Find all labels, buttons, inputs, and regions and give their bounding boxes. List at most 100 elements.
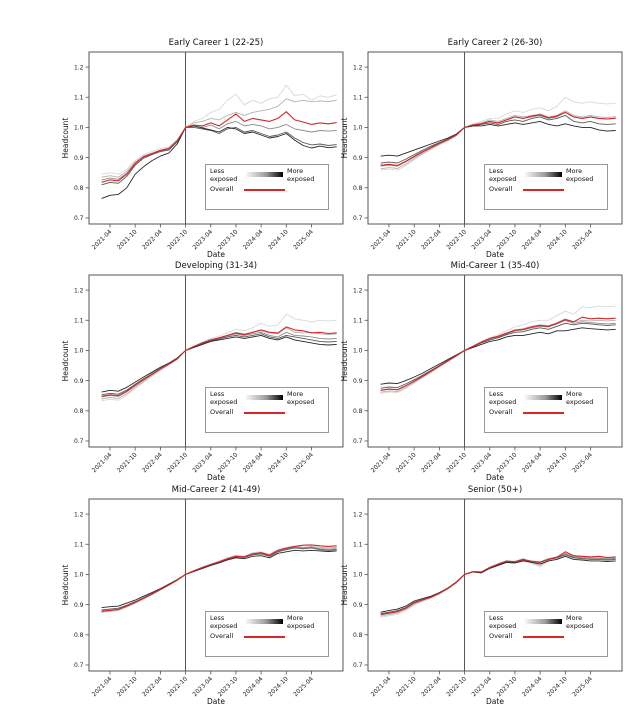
- y-axis-label: Headcount: [61, 340, 70, 382]
- y-tick-label: 0.7: [74, 438, 84, 445]
- x-tick-label: 2024-04: [521, 675, 544, 698]
- legend: Less exposed More exposed Overall: [484, 164, 608, 210]
- y-tick-label: 0.9: [353, 155, 363, 162]
- exposure-gradient-swatch: [246, 619, 283, 624]
- overall-line-swatch: [522, 189, 565, 191]
- exposure-gradient-swatch: [246, 172, 283, 177]
- subplot-title-developing: Developing (31-34): [174, 261, 258, 271]
- x-tick-label: 2022-10: [166, 675, 189, 698]
- x-tick-label: 2024-10: [267, 675, 290, 698]
- x-tick-label: 2023-04: [470, 451, 493, 474]
- series-line-overall: [101, 326, 337, 397]
- x-tick-label: 2024-04: [242, 675, 265, 698]
- axes-frame: [367, 274, 623, 448]
- x-tick-label: 2021-10: [116, 228, 139, 251]
- overall-line-swatch: [243, 636, 286, 638]
- x-tick-label: 2023-10: [217, 675, 240, 698]
- x-tick-label: 2021-10: [395, 228, 418, 251]
- x-tick-label: 2022-10: [166, 228, 189, 251]
- x-tick-label: 2023-04: [191, 228, 214, 251]
- legend-exposure-row: Less exposed More exposed: [485, 388, 607, 406]
- x-tick-label: 2024-10: [267, 228, 290, 251]
- legend-less-exposed-label: Less exposed: [210, 167, 238, 183]
- legend-overall-label: Overall: [210, 185, 234, 193]
- legend-exposure-row: Less exposed More exposed: [206, 612, 328, 630]
- y-tick-label: 1.0: [353, 572, 363, 579]
- legend: Less exposed More exposed Overall: [205, 611, 329, 657]
- x-tick-label: 2022-04: [420, 675, 443, 698]
- y-tick-label: 1.2: [353, 64, 363, 71]
- legend-overall-row: Overall: [485, 183, 607, 194]
- y-axis-label: Headcount: [340, 340, 349, 382]
- series-line-exposure-q5-most: [101, 125, 337, 199]
- x-tick-label: 2023-04: [470, 675, 493, 698]
- x-tick-label: 2022-10: [445, 451, 468, 474]
- axes-frame: [88, 51, 344, 225]
- legend: Less exposed More exposed Overall: [205, 387, 329, 433]
- overall-line-swatch: [243, 189, 286, 191]
- x-axis-label: Date: [486, 697, 504, 706]
- y-tick-label: 0.9: [74, 378, 84, 385]
- legend-less-exposed-label: Less exposed: [489, 167, 517, 183]
- series-line-exposure-q2: [101, 98, 337, 178]
- y-tick-label: 0.8: [353, 185, 363, 192]
- y-tick-label: 0.7: [74, 215, 84, 222]
- y-tick-label: 1.0: [74, 125, 84, 132]
- legend-overall-label: Overall: [489, 185, 513, 193]
- x-tick-label: 2021-10: [395, 451, 418, 474]
- x-tick-label: 2021-04: [91, 451, 114, 474]
- y-tick-label: 0.9: [74, 155, 84, 162]
- exposure-gradient-swatch: [525, 619, 562, 624]
- overall-line-swatch: [522, 636, 565, 638]
- y-tick-label: 0.8: [353, 632, 363, 639]
- y-tick-label: 1.0: [353, 348, 363, 355]
- x-tick-label: 2023-10: [496, 451, 519, 474]
- legend-more-exposed-label: More exposed: [566, 390, 594, 406]
- legend-overall-label: Overall: [210, 408, 234, 416]
- y-tick-label: 0.9: [353, 378, 363, 385]
- x-axis-label: Date: [486, 250, 504, 259]
- y-tick-label: 1.1: [74, 94, 84, 101]
- axes-frame: [88, 274, 344, 448]
- x-axis-label: Date: [207, 250, 225, 259]
- x-tick-label: 2023-10: [496, 228, 519, 251]
- y-tick-label: 0.8: [353, 408, 363, 415]
- x-tick-label: 2024-04: [242, 228, 265, 251]
- series-line-exposure-q5-most: [380, 327, 616, 385]
- legend-overall-row: Overall: [485, 406, 607, 417]
- y-tick-label: 0.9: [74, 602, 84, 609]
- legend-exposure-row: Less exposed More exposed: [485, 612, 607, 630]
- y-tick-label: 1.0: [74, 348, 84, 355]
- x-tick-label: 2021-04: [91, 675, 114, 698]
- x-tick-label: 2025-04: [292, 675, 315, 698]
- x-tick-label: 2024-04: [521, 228, 544, 251]
- series-line-overall: [380, 111, 616, 167]
- y-tick-label: 1.1: [353, 541, 363, 548]
- x-tick-label: 2021-10: [395, 675, 418, 698]
- x-tick-label: 2025-04: [571, 228, 594, 251]
- x-tick-label: 2023-10: [496, 675, 519, 698]
- x-tick-label: 2021-10: [116, 451, 139, 474]
- subplot-title-early-career-1: Early Career 1 (22-25): [168, 38, 264, 48]
- subplot-title-senior: Senior (50+): [467, 485, 523, 495]
- series-line-overall: [380, 551, 616, 615]
- x-tick-label: 2022-04: [141, 675, 164, 698]
- legend-more-exposed-label: More exposed: [566, 614, 594, 630]
- y-tick-label: 0.7: [353, 662, 363, 669]
- legend-overall-row: Overall: [206, 183, 328, 194]
- x-axis-label: Date: [207, 473, 225, 482]
- y-axis-label: Headcount: [340, 117, 349, 159]
- y-tick-label: 0.8: [74, 185, 84, 192]
- series-line-exposure-q5-most: [101, 334, 337, 393]
- legend-overall-row: Overall: [206, 630, 328, 641]
- x-tick-label: 2025-04: [571, 451, 594, 474]
- legend: Less exposed More exposed Overall: [484, 611, 608, 657]
- axes-frame: [367, 51, 623, 225]
- series-line-exposure-q5-most: [380, 120, 616, 157]
- y-tick-label: 0.7: [353, 215, 363, 222]
- y-tick-label: 1.1: [353, 317, 363, 324]
- series-line-exposure-q1-least: [101, 545, 337, 613]
